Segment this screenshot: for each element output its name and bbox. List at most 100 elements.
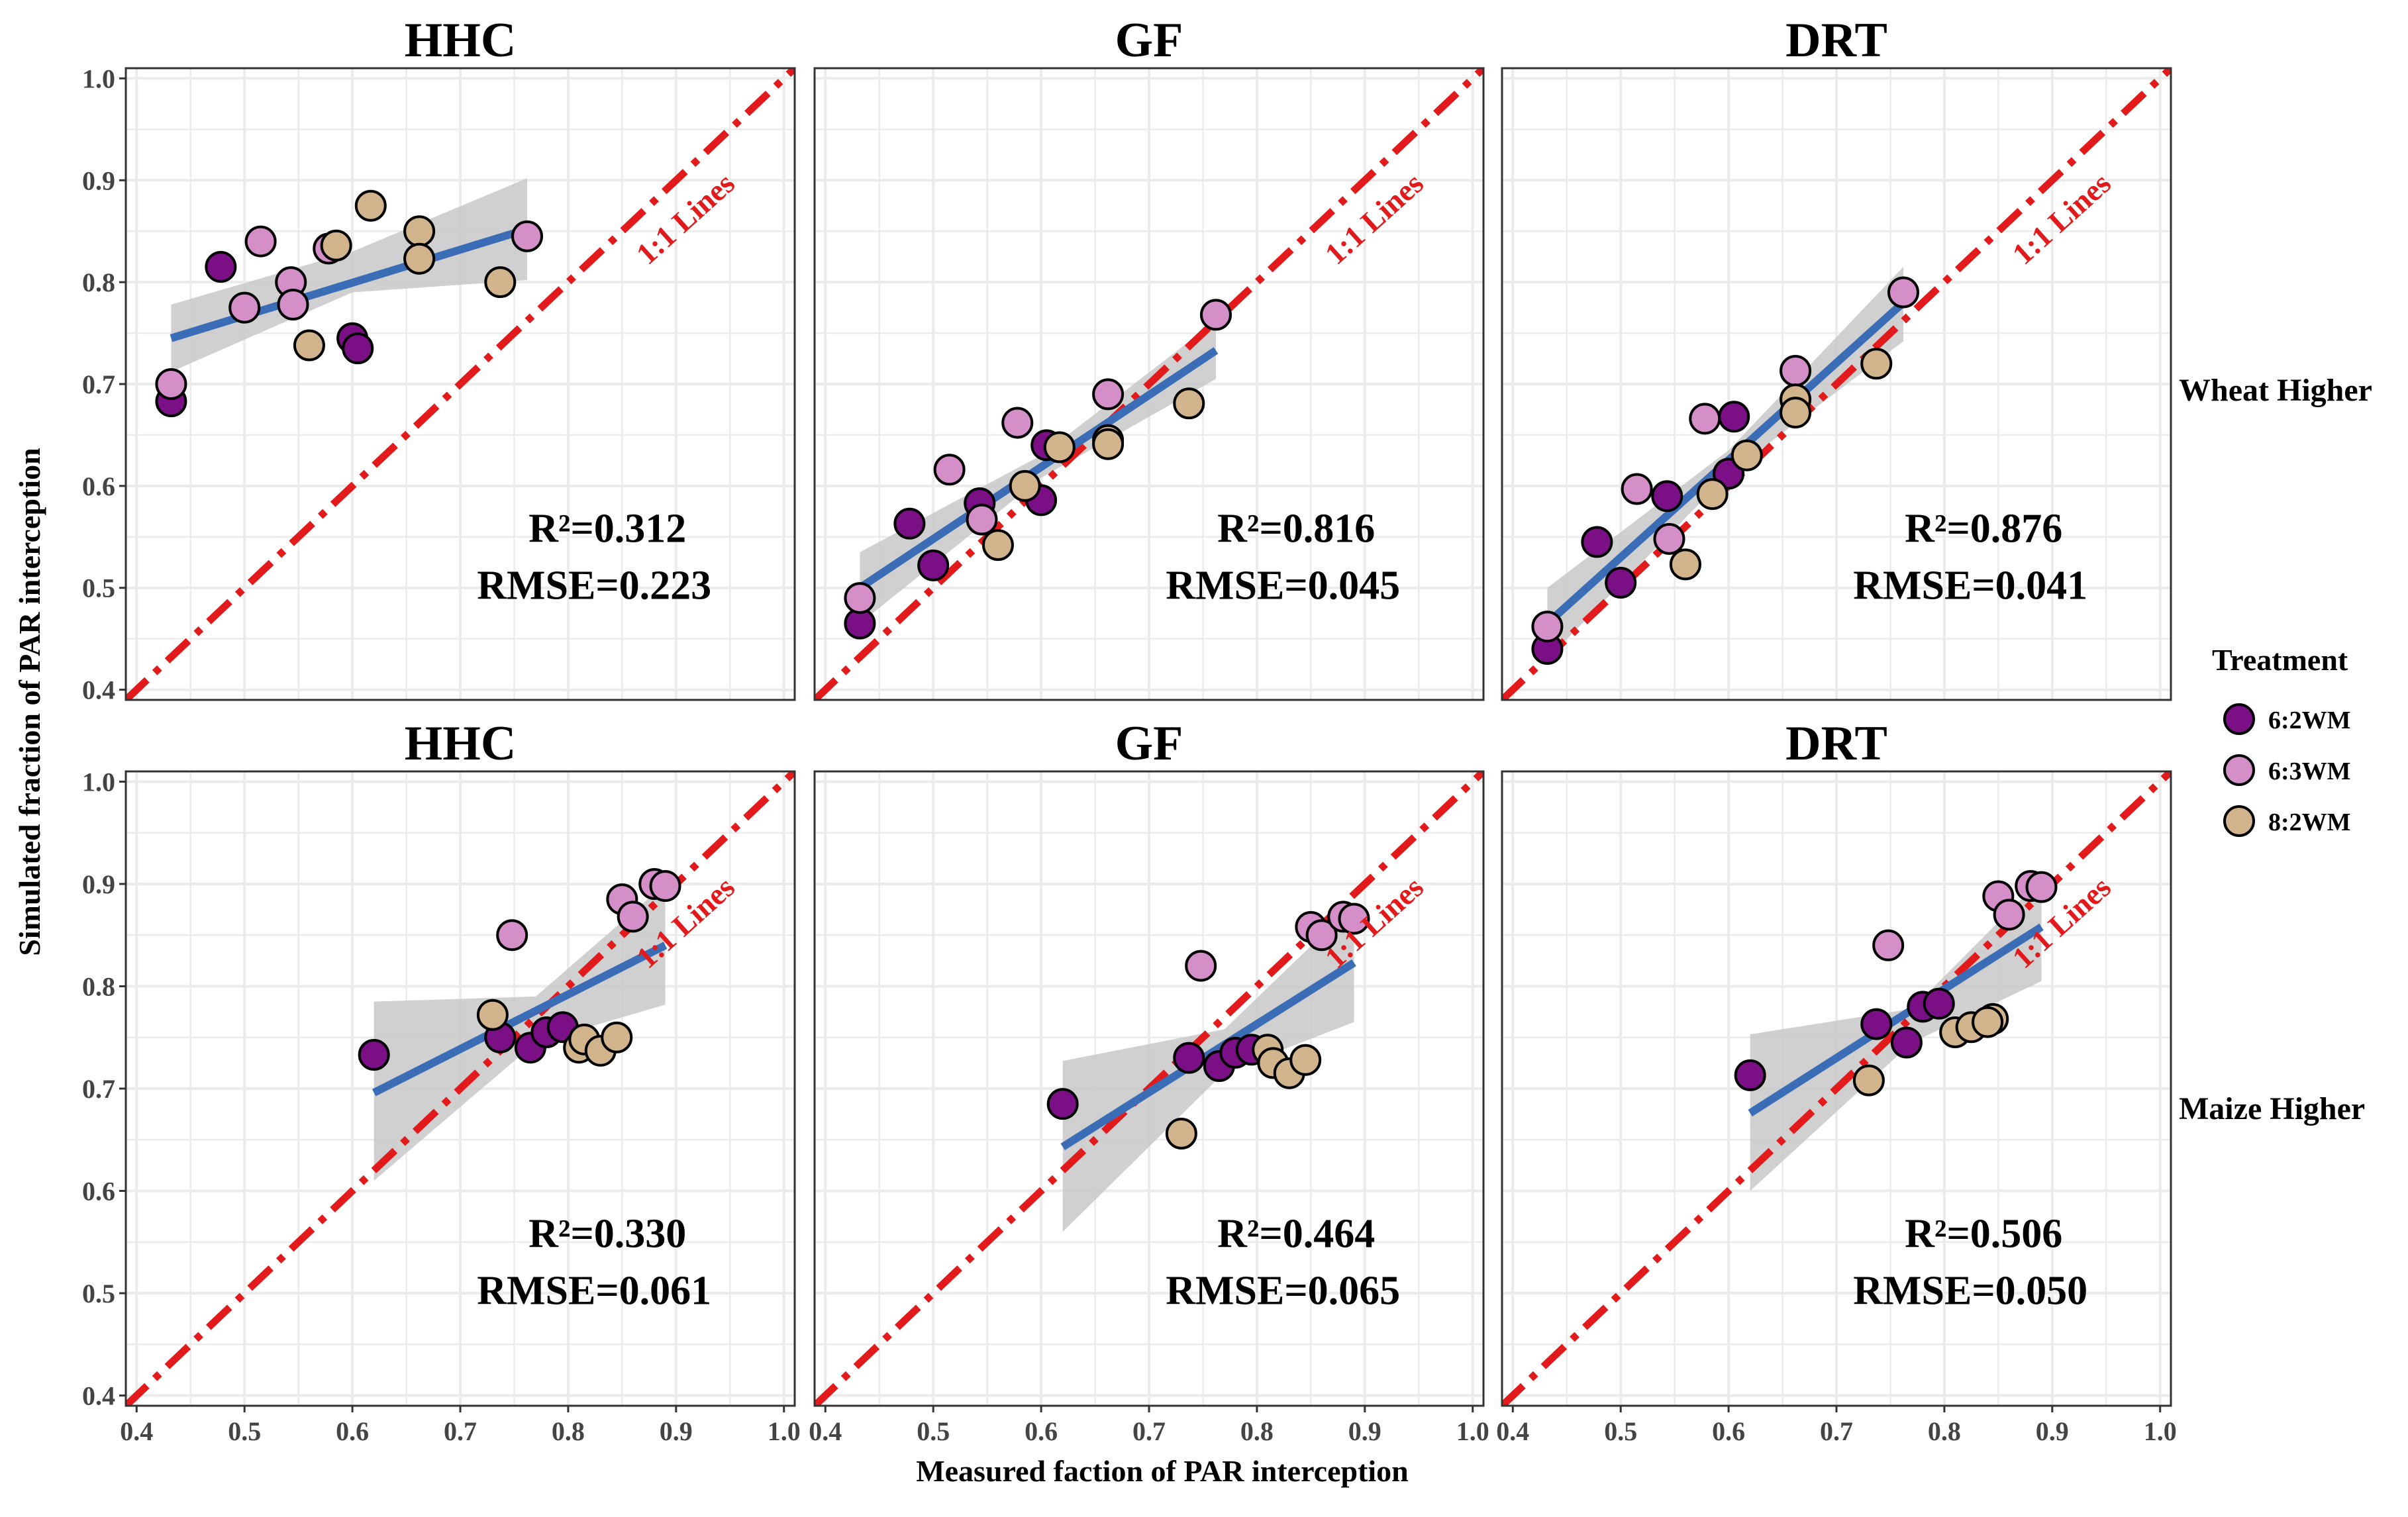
data-point <box>1872 929 1905 961</box>
legend-label-6-2wm: 6:2WM <box>2268 707 2351 734</box>
data-point <box>1009 469 1041 502</box>
data-point <box>1173 387 1205 420</box>
panel-title: GF <box>1115 13 1183 68</box>
series-6-3wm <box>844 299 1232 614</box>
data-point <box>1001 407 1034 439</box>
r-squared-annotation: R²=0.312 <box>528 507 686 552</box>
data-point <box>277 288 309 320</box>
data-point <box>484 266 517 299</box>
regression-line <box>1748 923 2044 1117</box>
data-point <box>1780 354 1812 387</box>
x-tick-label: 0.4 <box>120 1416 153 1446</box>
y-tick-label: 0.7 <box>82 369 115 399</box>
data-point <box>496 919 528 952</box>
plot-area <box>126 771 795 1406</box>
legend-key-6-3wm <box>2223 754 2255 786</box>
data-point <box>228 291 261 324</box>
legend-item-8-2wm: 8:2WM <box>2223 805 2351 837</box>
one-to-one-line <box>815 68 1483 700</box>
data-point <box>601 1021 633 1053</box>
x-tick-label: 0.5 <box>1604 1416 1637 1446</box>
regression-line <box>858 347 1219 591</box>
r-squared-annotation: R²=0.464 <box>1217 1212 1375 1257</box>
confidence-band <box>374 883 666 1181</box>
plot-area <box>815 68 1483 700</box>
data-point <box>1923 987 1955 1020</box>
r-squared-annotation: R²=0.876 <box>1905 507 2062 552</box>
data-point <box>617 901 649 933</box>
y-tick-label: 0.4 <box>82 1381 115 1411</box>
series-8-2wm <box>476 999 633 1067</box>
data-point <box>1860 348 1893 380</box>
r-squared-annotation: R²=0.816 <box>1217 507 1375 552</box>
data-point <box>1338 903 1370 935</box>
data-point <box>933 454 966 486</box>
data-point <box>342 332 374 365</box>
x-tick-label: 0.8 <box>1240 1416 1274 1446</box>
data-point <box>354 189 387 222</box>
data-point <box>511 220 543 252</box>
data-point <box>1621 473 1653 505</box>
data-point <box>2025 871 2058 903</box>
one-to-one-line <box>126 771 795 1406</box>
data-point <box>893 507 926 540</box>
one-to-one-line <box>1502 68 2171 700</box>
series-8-2wm <box>1852 1003 2009 1097</box>
y-tick-label: 0.9 <box>82 869 115 899</box>
one-to-one-line <box>1502 771 2171 1406</box>
series-6-2wm <box>1734 987 1955 1091</box>
x-tick-label: 0.5 <box>228 1416 261 1446</box>
legend-title: Treatment <box>2212 643 2348 677</box>
panel-hhc-wheat-higher: 1:1 LinesR²=0.312RMSE=0.223HHC0.40.50.60… <box>82 13 796 705</box>
data-point <box>966 503 998 536</box>
regression-line <box>372 942 668 1097</box>
panel-border <box>813 67 1485 701</box>
rmse-annotation: RMSE=0.045 <box>1166 563 1400 608</box>
data-point <box>403 215 436 248</box>
series-8-2wm <box>293 189 517 362</box>
x-tick-label: 0.6 <box>336 1416 369 1446</box>
plot-area <box>1502 771 2171 1406</box>
series-8-2wm <box>981 387 1205 562</box>
x-tick-label: 0.9 <box>1348 1416 1381 1446</box>
data-point <box>649 870 681 903</box>
series-6-3wm <box>1531 276 1919 643</box>
y-tick-label: 0.8 <box>82 268 115 297</box>
data-point <box>1531 611 1564 643</box>
data-point <box>1092 378 1125 411</box>
data-point <box>1046 1088 1079 1120</box>
data-point <box>1887 276 1919 309</box>
data-point <box>1651 480 1683 513</box>
x-tick-label: 0.5 <box>917 1416 950 1446</box>
x-axis-title: Measured faction of PAR interception <box>916 1454 1409 1488</box>
x-tick-label: 0.8 <box>1928 1416 1961 1446</box>
panel-title: DRT <box>1785 13 1887 68</box>
row-strip-wheat-higher: Wheat Higher <box>2179 373 2372 408</box>
data-point <box>1581 526 1613 558</box>
legend-key-6-2wm <box>2223 703 2255 735</box>
series-6-2wm <box>358 1011 579 1071</box>
data-point <box>1890 1026 1923 1059</box>
data-point <box>1972 1006 2004 1038</box>
data-point <box>1852 1064 1885 1097</box>
r-squared-annotation: R²=0.506 <box>1905 1212 2062 1257</box>
plot-area <box>815 771 1483 1406</box>
x-tick-label: 0.7 <box>1132 1416 1166 1446</box>
data-point <box>1165 1117 1197 1150</box>
plot-area <box>126 68 795 700</box>
x-tick-label: 1.0 <box>2144 1416 2177 1446</box>
y-tick-label: 0.6 <box>82 471 115 501</box>
panel-hhc-maize-higher: 1:1 LinesR²=0.330RMSE=0.061HHC0.40.50.60… <box>82 716 801 1446</box>
panel-border <box>1501 67 2172 701</box>
x-tick-label: 0.6 <box>1025 1416 1058 1446</box>
one-to-one-line <box>126 68 795 700</box>
x-tick-label: 0.4 <box>1496 1416 1529 1446</box>
row-strip-maize-higher: Maize Higher <box>2179 1091 2365 1126</box>
data-point <box>1731 439 1763 471</box>
data-point <box>917 549 950 581</box>
panel-title: HHC <box>405 13 517 68</box>
data-point <box>1200 299 1232 331</box>
